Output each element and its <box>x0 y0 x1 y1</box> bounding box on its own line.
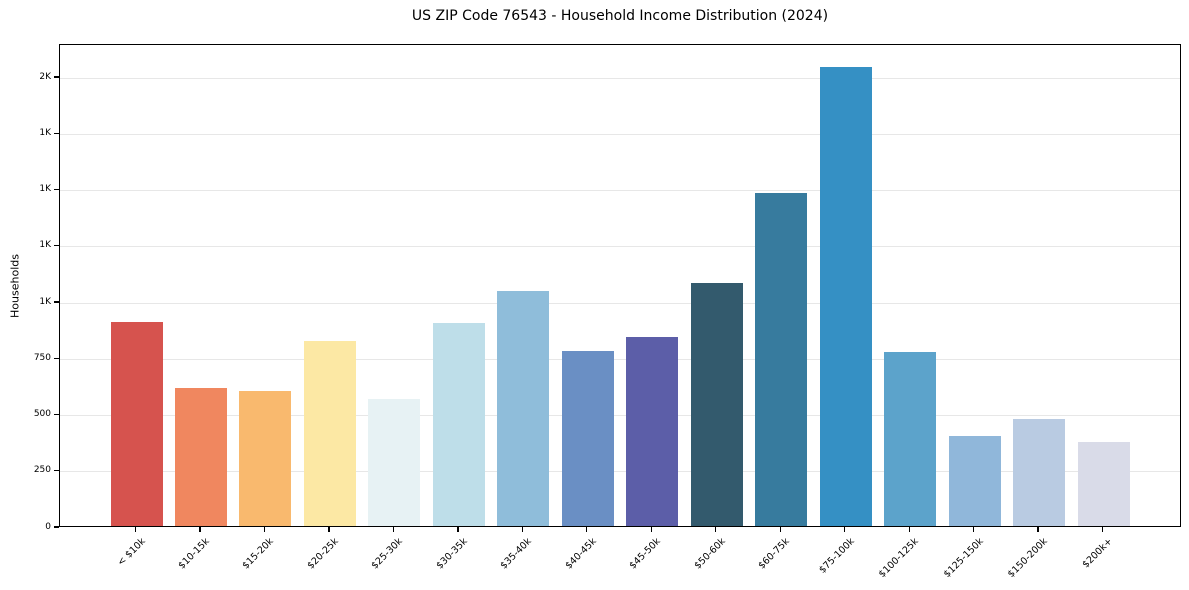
gridline <box>60 415 1180 417</box>
x-tick-mark <box>457 527 459 532</box>
y-tick-mark <box>54 245 59 247</box>
y-tick-mark <box>54 132 59 134</box>
x-tick-label: < $10k <box>115 536 148 569</box>
bar <box>432 322 485 526</box>
bar <box>690 282 743 526</box>
bar <box>819 66 872 526</box>
bar <box>497 290 550 526</box>
y-tick-mark <box>54 357 59 359</box>
x-tick-mark <box>1037 527 1039 532</box>
x-tick-mark <box>650 527 652 532</box>
x-tick-mark <box>134 527 137 532</box>
gridline <box>60 302 1180 304</box>
x-tick-mark <box>521 527 524 532</box>
plot-area <box>59 44 1181 527</box>
gridline <box>60 471 1180 473</box>
y-tick-mark <box>54 526 59 528</box>
x-tick-mark <box>715 527 717 532</box>
y-tick-mark <box>54 301 59 303</box>
y-tick-mark <box>54 470 59 472</box>
chart-title: US ZIP Code 76543 - Household Income Dis… <box>411 8 829 24</box>
gridline <box>60 246 1180 248</box>
bar <box>110 322 163 526</box>
bar <box>174 388 227 526</box>
y-tick-label: 1K <box>39 296 51 307</box>
y-tick-label: 2K <box>39 71 51 82</box>
y-tick-mark <box>54 413 59 416</box>
bar <box>948 435 1001 526</box>
gridline <box>60 358 1180 360</box>
bar <box>1077 441 1130 526</box>
x-tick-mark <box>973 527 975 532</box>
x-tick-mark <box>328 527 330 532</box>
x-tick-mark <box>199 527 201 532</box>
x-tick-mark <box>844 527 846 532</box>
x-tick-mark <box>392 527 395 532</box>
x-tick-mark <box>586 527 588 532</box>
y-tick-label: 250 <box>33 465 51 476</box>
bar <box>303 340 356 526</box>
bar <box>368 398 421 526</box>
bar <box>1013 418 1066 526</box>
y-tick-label: 0 <box>45 521 51 532</box>
x-tick-mark <box>779 527 781 532</box>
x-tick-mark <box>1101 527 1104 532</box>
y-tick-label: 750 <box>33 352 51 363</box>
y-tick-mark <box>54 188 59 191</box>
x-tick-mark <box>263 527 266 532</box>
y-tick-label: 500 <box>33 409 51 420</box>
gridline <box>60 133 1180 135</box>
bar <box>884 351 937 526</box>
bar <box>239 391 292 526</box>
bar <box>561 350 614 526</box>
gridline <box>60 190 1180 192</box>
gridline <box>60 77 1180 79</box>
y-tick-label: 1K <box>39 184 51 195</box>
y-tick-mark <box>54 76 59 78</box>
x-tick-mark <box>908 527 910 532</box>
bar <box>626 336 679 526</box>
y-tick-label: 1K <box>39 127 51 138</box>
bar <box>755 192 808 526</box>
y-tick-label: 1K <box>39 240 51 251</box>
